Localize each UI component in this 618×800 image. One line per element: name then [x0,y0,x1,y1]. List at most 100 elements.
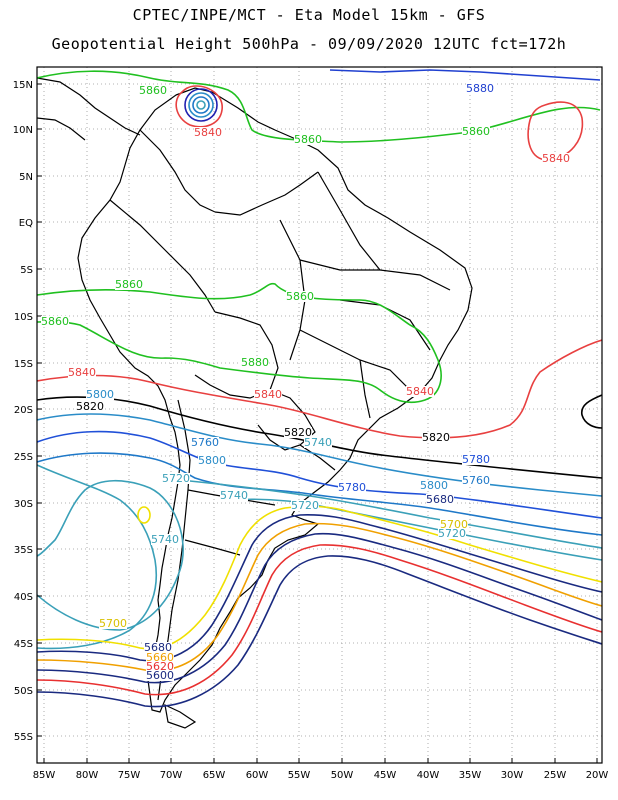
contour-label-bg [291,500,319,511]
contour-label-bg [99,618,127,629]
contour-5820 [37,396,602,479]
contour-label: 5660 [146,651,174,664]
contour-5840-caribbean [175,85,223,128]
lon-label: 35W [459,770,482,781]
contour-label-bg [241,357,269,368]
lat-label: 25S [14,452,33,463]
contour-label: 5800 [420,479,448,492]
low-center-outer [184,88,218,122]
contour-label: 5720 [291,499,319,512]
contour-label-bg [146,670,174,681]
contour-5740 [37,479,184,631]
contour-labels: 5860 5880 5840 5860 5840 5860 5860 5860 5860 5880… [41,82,570,682]
contour-5620 [37,544,602,696]
contour-label-bg [68,367,96,378]
contour-label-bg [162,473,190,484]
lat-label: 20S [14,405,33,416]
contour-5800 [37,413,602,497]
lat-label: 5N [19,172,33,183]
contour-label: 5820 [76,400,104,413]
contour-label: 5880 [241,356,269,369]
map-title: CPTEC/INPE/MCT - Eta Model 15km - GFS [132,6,486,24]
contour-label: 5760 [462,474,490,487]
contour-5740-east [179,479,602,549]
border-peru-brazil [109,199,216,313]
contour-5840-atlantic [527,101,584,161]
contour-label-bg [76,401,104,412]
contour-5760 [37,452,602,536]
lat-label: 10N [13,125,33,136]
border-brazil-states-2 [299,259,451,291]
border-brazil-north [214,171,319,216]
lat-label: 5S [20,265,33,276]
contour-label-bg [406,386,434,397]
lon-label: 40W [417,770,440,781]
contour-label: 5600 [146,669,174,682]
lat-label: 55S [14,732,33,743]
lon-label: 25W [544,770,567,781]
contour-5860-mid [37,282,442,404]
lon-label: 30W [501,770,524,781]
contour-label: 5840 [254,388,282,401]
contour-label: 5760 [191,436,219,449]
contour-label: 5700 [440,518,468,531]
contour-label-bg [438,528,466,539]
border-colombia-venezuela [139,129,216,213]
contour-label: 5840 [542,152,570,165]
contour-label-bg [194,127,222,138]
contour-label: 5800 [198,454,226,467]
contour-label: 5740 [151,533,179,546]
border-brazil-states-1 [317,171,381,271]
lat-label: 10S [14,312,33,323]
lon-label: 65W [203,770,226,781]
contour-5780 [37,430,602,519]
lat-label: 15N [13,80,33,91]
contour-label-bg [304,437,332,448]
contour-label-bg [426,494,454,505]
contour-label: 5860 [139,84,167,97]
contour-5700 [37,505,602,650]
contour-label: 5840 [194,126,222,139]
lat-label: 30S [14,499,33,510]
contour-label: 5720 [438,527,466,540]
contour-label: 5780 [338,481,366,494]
contour-label-bg [220,490,248,501]
contour-label: 5620 [146,660,174,673]
latitude-axis: 15N 10N 5N EQ 5S 10S 15S 20S 25S 30S 35S 40S 45S 50S 5… [13,80,42,743]
contour-label-bg [338,482,366,493]
contour-label: 5780 [462,453,490,466]
contour-lines [37,69,602,708]
contour-label-bg [115,279,143,290]
contour-label-bg [440,519,468,530]
contour-label: 5680 [426,493,454,506]
contour-5720-east [229,498,602,561]
contour-label-bg [146,661,174,672]
contour-5680 [37,514,602,662]
lon-label: 70W [160,770,183,781]
contour-label: 5840 [68,366,96,379]
contour-label: 5720 [162,472,190,485]
contour-label-bg [294,134,322,145]
contour-label: 5860 [286,290,314,303]
low-center-mid [188,92,214,118]
contour-label-bg [191,437,219,448]
border-uruguay [299,444,336,471]
contour-label: 5860 [294,133,322,146]
contour-label-bg [144,642,172,653]
border-brazil-states-3 [339,299,431,351]
lon-label: 60W [246,770,269,781]
contour-label-bg [462,454,490,465]
border-argentina-provinces-2 [184,539,241,556]
contour-label: 5800 [86,388,114,401]
coastline-gulf [37,117,86,141]
lon-label: 50W [331,770,354,781]
contour-label: 5860 [115,278,143,291]
contour-label: 5700 [99,617,127,630]
contour-label-bg [284,427,312,438]
contour-label: 5680 [144,641,172,654]
map-frame [36,66,603,764]
contour-5880-north [329,69,601,81]
lat-label: 50S [14,686,33,697]
contour-label-bg [254,389,282,400]
contour-label-bg [422,432,450,443]
